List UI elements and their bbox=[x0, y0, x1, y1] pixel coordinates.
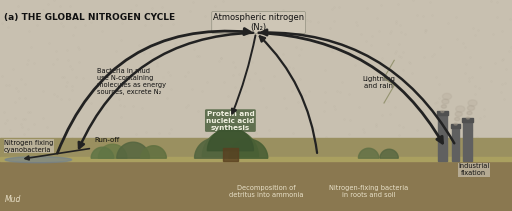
Ellipse shape bbox=[5, 157, 72, 163]
Polygon shape bbox=[91, 147, 114, 158]
Ellipse shape bbox=[466, 117, 470, 119]
Ellipse shape bbox=[455, 112, 462, 116]
Text: Bacteria in mud
use N-containing
molecules as energy
sources, excrete N₂: Bacteria in mud use N-containing molecul… bbox=[97, 68, 166, 95]
Polygon shape bbox=[452, 126, 459, 161]
Polygon shape bbox=[437, 111, 448, 115]
Bar bbox=[0, 138, 512, 161]
Polygon shape bbox=[141, 146, 166, 158]
Text: Atmospheric nitrogen
(N₂): Atmospheric nitrogen (N₂) bbox=[213, 13, 304, 32]
Text: Nitrogen-fixing bacteria
in roots and soil: Nitrogen-fixing bacteria in roots and so… bbox=[329, 185, 408, 198]
Polygon shape bbox=[98, 144, 127, 158]
Text: Lightning
and rain: Lightning and rain bbox=[362, 76, 395, 89]
Text: Run-off: Run-off bbox=[95, 137, 120, 143]
Ellipse shape bbox=[441, 105, 446, 108]
Text: (a) THE GLOBAL NITROGEN CYCLE: (a) THE GLOBAL NITROGEN CYCLE bbox=[4, 13, 175, 22]
Text: Protein and
nucleic acid
synthesis: Protein and nucleic acid synthesis bbox=[206, 111, 254, 131]
Ellipse shape bbox=[456, 106, 465, 112]
Text: Nitrogen fixing
cyanobacteria: Nitrogen fixing cyanobacteria bbox=[4, 140, 53, 153]
Text: Mud: Mud bbox=[5, 195, 22, 204]
Polygon shape bbox=[223, 148, 238, 161]
Polygon shape bbox=[207, 128, 253, 151]
Bar bbox=[0, 0, 512, 146]
Ellipse shape bbox=[468, 100, 477, 106]
Ellipse shape bbox=[442, 93, 452, 100]
Polygon shape bbox=[195, 138, 236, 158]
Polygon shape bbox=[358, 148, 379, 158]
Bar bbox=[0, 157, 512, 161]
Polygon shape bbox=[463, 120, 472, 161]
Polygon shape bbox=[229, 139, 268, 158]
Ellipse shape bbox=[454, 123, 457, 125]
Ellipse shape bbox=[467, 106, 475, 111]
Polygon shape bbox=[117, 142, 150, 158]
Ellipse shape bbox=[441, 111, 444, 113]
Bar bbox=[0, 160, 512, 211]
Ellipse shape bbox=[455, 117, 460, 121]
Polygon shape bbox=[451, 124, 460, 128]
Polygon shape bbox=[380, 149, 398, 158]
Text: Decomposition of
detritus into ammonia: Decomposition of detritus into ammonia bbox=[229, 185, 304, 198]
Polygon shape bbox=[202, 129, 259, 157]
Text: Industrial
fixation: Industrial fixation bbox=[458, 163, 489, 176]
Ellipse shape bbox=[467, 111, 472, 115]
Ellipse shape bbox=[442, 99, 449, 104]
Polygon shape bbox=[462, 118, 473, 122]
Polygon shape bbox=[438, 113, 447, 161]
